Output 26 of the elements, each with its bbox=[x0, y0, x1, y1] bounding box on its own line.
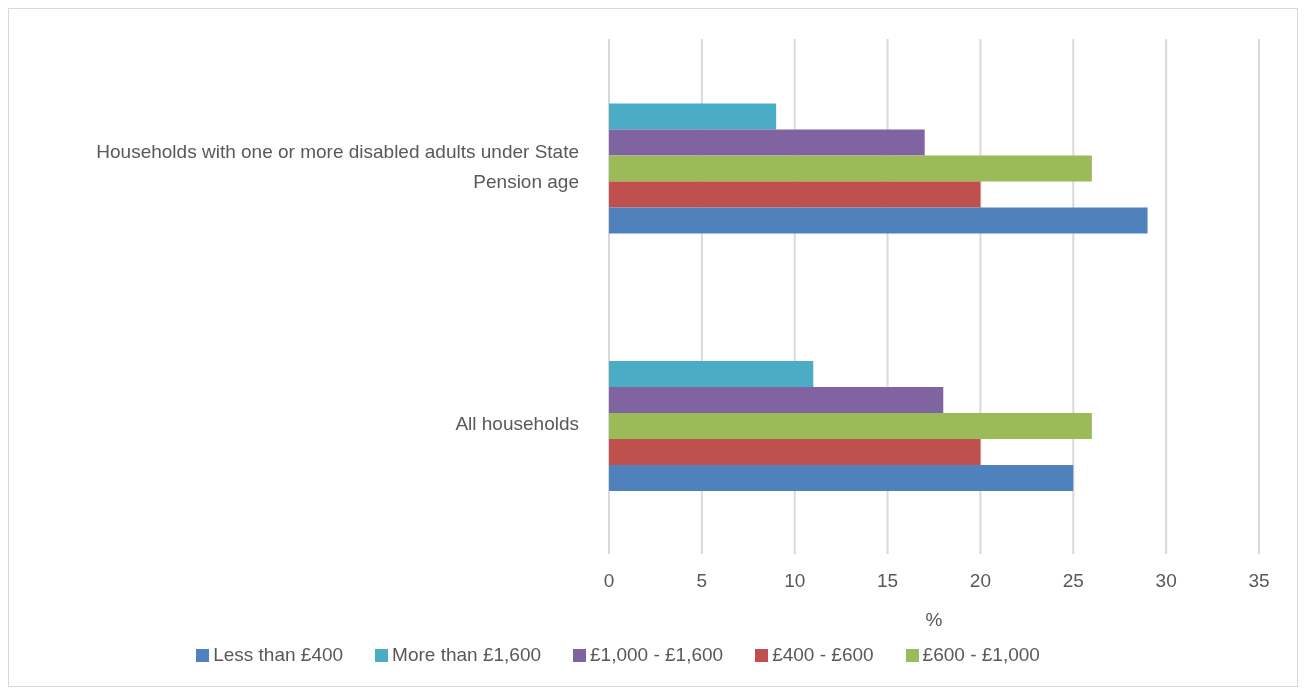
bar bbox=[609, 412, 1092, 439]
bar bbox=[609, 129, 925, 156]
y-tick-label: All households bbox=[455, 413, 579, 435]
y-tick-label: Households with one or more disabled adults under State Pension age bbox=[96, 140, 579, 192]
x-tick-label: 25 bbox=[1062, 570, 1084, 592]
bar bbox=[609, 103, 777, 130]
legend-label: Less than £400 bbox=[213, 644, 344, 665]
legend-label: £400 - £600 bbox=[772, 644, 874, 665]
bar bbox=[609, 360, 814, 387]
x-tick-label: 30 bbox=[1155, 570, 1177, 592]
x-tick-label: 35 bbox=[1248, 570, 1270, 592]
legend-label: £600 - £1,000 bbox=[922, 644, 1040, 665]
bar bbox=[609, 155, 1092, 182]
legend-label: More than £1,600 bbox=[392, 644, 542, 665]
x-axis-title: % bbox=[925, 609, 943, 630]
bar bbox=[609, 207, 1148, 234]
x-tick-label: 10 bbox=[784, 570, 806, 592]
x-tick-label: 0 bbox=[603, 570, 615, 592]
legend-label: £1,000 - £1,600 bbox=[590, 644, 724, 665]
bar bbox=[609, 464, 1074, 491]
bar bbox=[609, 181, 981, 208]
x-tick-label: 15 bbox=[877, 570, 899, 592]
x-tick-label: 20 bbox=[969, 570, 991, 592]
bar bbox=[609, 386, 944, 413]
x-tick-label: 5 bbox=[696, 570, 708, 592]
bar bbox=[609, 438, 981, 465]
